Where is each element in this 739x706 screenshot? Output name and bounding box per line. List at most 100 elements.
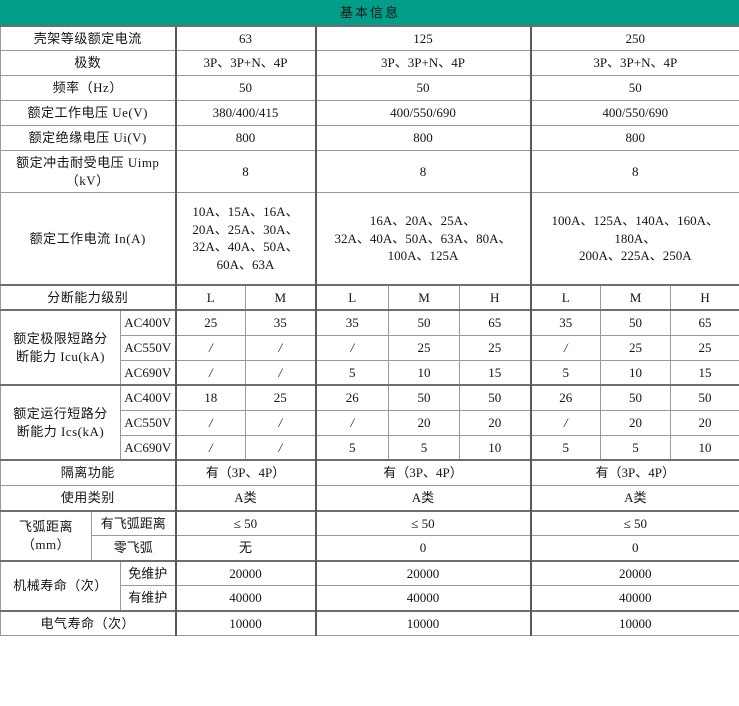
row-label-ics-line1: 额定运行短路分	[13, 406, 108, 422]
cell-rated-working-current-125: 16A、20A、25A、 32A、40A、50A、63A、80A、 100A、1…	[314, 192, 531, 286]
cell-frame-rated-current-250: 250	[529, 24, 739, 52]
cell-mechanical-life-free-63: 20000	[174, 559, 316, 587]
cell-icu-ac550v-1: /	[245, 334, 316, 361]
cell-icu-ac550v-6: 25	[600, 334, 671, 361]
cell-rated-working-current-250: 100A、125A、140A、160A、180A、 200A、225A、250A	[529, 192, 739, 286]
in-125-line1: 16A、20A、25A、	[369, 213, 477, 229]
cell-ics-ac550v-0: /	[174, 409, 246, 436]
cell-rated-insulation-voltage-125: 800	[314, 125, 531, 152]
table-row: 电气寿命（次） 10000 10000 10000	[0, 609, 739, 637]
cell-ics-ac690v-6: 5	[600, 434, 671, 461]
table-row: 额定极限短路分 断能力 Icu(kA) AC400V 25 35 35 50 6…	[0, 309, 739, 386]
cell-ics-ac400v-3: 50	[388, 384, 460, 411]
in-63-line2: 20A、25A、30A、	[192, 221, 299, 237]
cell-ics-ac550v-1: /	[245, 409, 316, 436]
cell-mechanical-life-maintained-250: 40000	[529, 585, 739, 612]
table-row: 额定运行短路分 断能力 Ics(kA) AC400V 18 25 26 50 5…	[0, 384, 739, 461]
cell-icu-ac400v-2: 35	[314, 309, 389, 336]
sublabel-arc-distance-zero: 零飞弧	[91, 535, 176, 562]
cell-icu-ac550v-2: /	[314, 334, 389, 361]
row-label-rated-insulation-voltage: 额定绝缘电压 Ui(V)	[0, 125, 176, 152]
cell-breaking-grade-1: M	[245, 283, 316, 311]
table-row: 隔离功能 有（3P、4P） 有（3P、4P） 有（3P、4P）	[0, 459, 739, 486]
row-label-ics: 额定运行短路分 断能力 Ics(kA)	[0, 384, 121, 461]
cell-ics-ac690v-7: 10	[669, 434, 739, 461]
table-row: 壳架等级额定电流 63 125 250	[0, 24, 739, 52]
sublabel-mechanical-life-maintenance-free: 免维护	[120, 559, 176, 587]
row-label-icu-line1: 额定极限短路分	[13, 331, 108, 347]
cell-utilization-category-125: A类	[314, 484, 531, 512]
cell-breaking-grade-4: H	[459, 283, 531, 311]
cell-icu-ac690v-6: 10	[600, 359, 671, 386]
cell-utilization-category-250: A类	[529, 484, 739, 512]
table-row: 飞弧距离 （mm） 有飞弧距离 ≤ 50 ≤ 50 ≤ 50	[0, 509, 739, 562]
cell-icu-ac690v-4: 15	[459, 359, 531, 386]
cell-arc-distance-with-125: ≤ 50	[314, 509, 531, 537]
table-banner-row: 基本信息	[0, 0, 739, 27]
row-label-rated-impulse-voltage-line1: 额定冲击耐受电压 Uimp	[16, 155, 160, 171]
sublabel-icu-ac400v: AC400V	[120, 309, 176, 336]
cell-ics-ac690v-2: 5	[314, 434, 389, 461]
specification-table: 基本信息 壳架等级额定电流 63 125 250 极数 3P、3P+N、4P 3…	[0, 0, 739, 637]
cell-electrical-life-250: 10000	[529, 609, 739, 637]
cell-isolation-function-125: 有（3P、4P）	[314, 459, 531, 486]
cell-icu-ac690v-2: 5	[314, 359, 389, 386]
sublabel-ics-ac550v: AC550V	[120, 409, 176, 436]
cell-icu-ac690v-3: 10	[388, 359, 460, 386]
cell-icu-ac550v-7: 25	[669, 334, 739, 361]
cell-rated-working-current-63: 10A、15A、16A、 20A、25A、30A、 32A、40A、50A、 6…	[174, 192, 316, 286]
row-label-breaking-grade: 分断能力级别	[0, 283, 176, 311]
table-row: 频率（Hz） 50 50 50	[0, 75, 739, 102]
sublabel-icu-ac690v: AC690V	[120, 359, 176, 386]
cell-ics-ac690v-0: /	[174, 434, 246, 461]
table-row: 极数 3P、3P+N、4P 3P、3P+N、4P 3P、3P+N、4P	[0, 50, 739, 77]
cell-breaking-grade-5: L	[529, 283, 601, 311]
in-125-line3: 100A、125A	[387, 248, 459, 264]
cell-electrical-life-125: 10000	[314, 609, 531, 637]
row-label-frequency: 频率（Hz）	[0, 75, 176, 102]
cell-icu-ac550v-3: 25	[388, 334, 460, 361]
row-label-utilization-category: 使用类别	[0, 484, 176, 512]
cell-icu-ac400v-3: 50	[388, 309, 460, 336]
cell-arc-distance-zero-63: 无	[174, 535, 316, 562]
cell-electrical-life-63: 10000	[174, 609, 316, 637]
table-row: 额定绝缘电压 Ui(V) 800 800 800	[0, 125, 739, 152]
sublabel-ics-ac690v: AC690V	[120, 434, 176, 461]
cell-arc-distance-with-250: ≤ 50	[529, 509, 739, 537]
cell-breaking-grade-7: H	[669, 283, 739, 311]
cell-breaking-grade-0: L	[174, 283, 246, 311]
cell-rated-working-voltage-125: 400/550/690	[314, 100, 531, 127]
cell-icu-ac550v-0: /	[174, 334, 246, 361]
cell-icu-ac690v-5: 5	[529, 359, 601, 386]
cell-ics-ac550v-4: 20	[459, 409, 531, 436]
cell-icu-ac400v-5: 35	[529, 309, 601, 336]
cell-icu-ac550v-4: 25	[459, 334, 531, 361]
in-63-line1: 10A、15A、16A、	[192, 204, 299, 220]
cell-mechanical-life-free-250: 20000	[529, 559, 739, 587]
row-label-icu: 额定极限短路分 断能力 Icu(kA)	[0, 309, 121, 386]
row-label-mechanical-life: 机械寿命（次）	[0, 559, 121, 612]
row-label-arc-distance-line1: 飞弧距离	[18, 519, 73, 535]
table-row: 使用类别 A类 A类 A类	[0, 484, 739, 512]
cell-ics-ac400v-7: 50	[669, 384, 739, 411]
cell-poles-125: 3P、3P+N、4P	[314, 50, 531, 77]
row-label-rated-impulse-voltage: 额定冲击耐受电压 Uimp （kV）	[0, 150, 176, 194]
cell-ics-ac690v-3: 5	[388, 434, 460, 461]
cell-icu-ac690v-0: /	[174, 359, 246, 386]
row-label-arc-distance: 飞弧距离 （mm）	[0, 509, 92, 562]
cell-rated-insulation-voltage-63: 800	[174, 125, 316, 152]
cell-ics-ac400v-0: 18	[174, 384, 246, 411]
cell-mechanical-life-maintained-125: 40000	[314, 585, 531, 612]
cell-poles-63: 3P、3P+N、4P	[174, 50, 316, 77]
cell-isolation-function-250: 有（3P、4P）	[529, 459, 739, 486]
cell-mechanical-life-free-125: 20000	[314, 559, 531, 587]
cell-icu-ac690v-7: 15	[669, 359, 739, 386]
table-row: 分断能力级别 L M L M H L M H	[0, 283, 739, 311]
sublabel-ics-ac400v: AC400V	[120, 384, 176, 411]
table-title: 基本信息	[0, 0, 739, 27]
cell-ics-ac400v-6: 50	[600, 384, 671, 411]
row-label-electrical-life: 电气寿命（次）	[0, 609, 176, 637]
row-label-rated-working-current: 额定工作电流 In(A)	[0, 192, 176, 286]
cell-ics-ac400v-2: 26	[314, 384, 389, 411]
cell-ics-ac400v-5: 26	[529, 384, 601, 411]
